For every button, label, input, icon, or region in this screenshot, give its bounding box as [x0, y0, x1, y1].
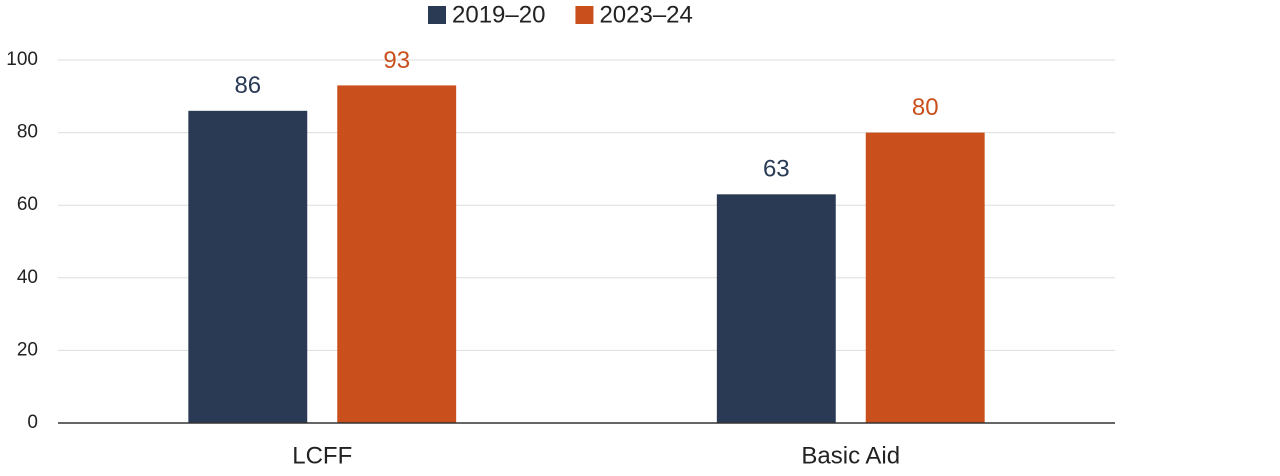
- bar: [337, 85, 457, 423]
- bar: [716, 194, 836, 423]
- value-label: 80: [912, 94, 939, 121]
- y-tick-label: 60: [17, 194, 38, 215]
- bar: [188, 110, 308, 423]
- value-label: 86: [234, 72, 261, 99]
- x-tick-label: LCFF: [292, 442, 352, 469]
- bar: [865, 132, 985, 423]
- legend-label: 2019–20: [452, 1, 545, 28]
- legend-swatch: [428, 6, 446, 24]
- y-tick-label: 40: [17, 267, 38, 288]
- legend-label: 2023–24: [599, 1, 692, 28]
- y-tick-label: 20: [17, 339, 38, 360]
- y-tick-label: 0: [27, 412, 38, 433]
- x-tick-label: Basic Aid: [801, 442, 900, 469]
- value-label: 93: [383, 47, 410, 74]
- legend-swatch: [575, 6, 594, 24]
- value-label: 63: [763, 156, 790, 183]
- y-tick-label: 80: [17, 122, 38, 143]
- y-tick-label: 100: [6, 49, 38, 70]
